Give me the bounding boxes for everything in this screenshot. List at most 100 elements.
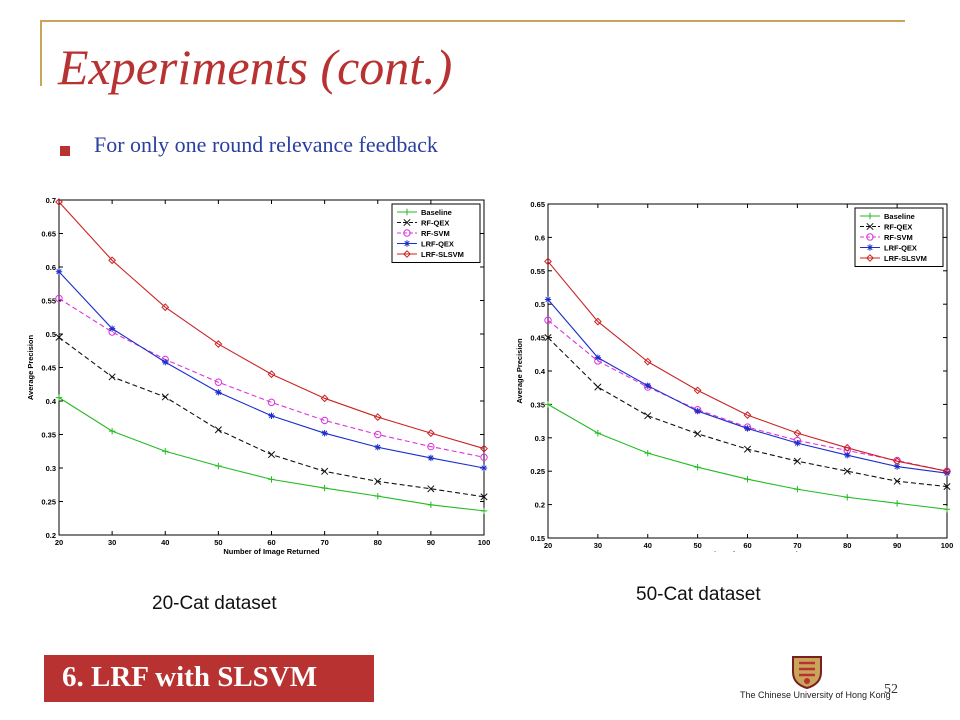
data-point xyxy=(480,444,488,453)
data-point xyxy=(427,454,435,462)
y-tick-label: 0.25 xyxy=(41,498,56,507)
data-point xyxy=(214,426,222,434)
legend-label: LRF-SLSVM xyxy=(421,250,464,259)
data-point xyxy=(693,386,702,395)
series-baseline xyxy=(544,401,951,513)
data-point xyxy=(644,382,651,389)
legend-label: LRF-QEX xyxy=(884,243,917,252)
data-point xyxy=(644,412,652,420)
section-label: 6. LRF with SLSVM xyxy=(62,661,318,693)
y-tick-label: 0.65 xyxy=(530,200,545,209)
data-point xyxy=(108,325,116,332)
data-point xyxy=(943,470,951,477)
y-tick-label: 0.45 xyxy=(530,334,545,343)
data-point xyxy=(268,476,275,483)
y-tick-label: 0.6 xyxy=(535,233,545,242)
legend-label: RF-SVM xyxy=(421,229,450,238)
legend-label: LRF-QEX xyxy=(421,239,454,248)
y-tick-label: 0.65 xyxy=(41,230,56,239)
legend-marker xyxy=(866,233,874,241)
data-point xyxy=(544,334,552,342)
data-point xyxy=(794,486,801,493)
x-axis-label: Number of Images Returned xyxy=(697,550,798,552)
data-point xyxy=(374,430,382,439)
series-lrf-qex xyxy=(544,296,951,477)
y-tick-label: 0.2 xyxy=(46,531,56,540)
data-point xyxy=(55,394,63,401)
data-point xyxy=(55,268,63,275)
x-tick-label: 50 xyxy=(693,541,701,550)
data-point xyxy=(162,358,169,366)
bullet-square-icon xyxy=(60,146,70,156)
legend-marker xyxy=(866,212,874,220)
data-point xyxy=(373,413,382,421)
x-tick-label: 50 xyxy=(214,538,222,547)
legend-label: RF-SVM xyxy=(884,233,913,242)
data-point xyxy=(320,416,329,425)
data-point xyxy=(594,354,602,361)
university-crest-icon xyxy=(792,656,822,690)
data-point xyxy=(743,445,752,453)
data-point xyxy=(844,494,851,501)
data-point xyxy=(214,378,223,386)
series-lrf-slsvm xyxy=(544,257,951,476)
x-tick-label: 20 xyxy=(544,541,552,550)
chart-20cat: 20 30 40 50 60 70 80 90 100 0.2 0.25 0.3 0.35 0.4 0.45… xyxy=(26,196,491,556)
series-rf-svm xyxy=(55,294,488,461)
data-point xyxy=(544,401,552,408)
y-tick-label: 0.15 xyxy=(530,534,545,543)
data-point xyxy=(544,296,552,303)
y-axis-label: Average Precision xyxy=(515,338,524,404)
data-point xyxy=(427,485,435,493)
data-point xyxy=(843,443,852,452)
x-tick-label: 70 xyxy=(793,541,801,550)
page-number: 52 xyxy=(884,682,898,697)
y-tick-label: 0.4 xyxy=(535,367,546,376)
series-line xyxy=(547,261,948,472)
y-tick-label: 0.6 xyxy=(46,263,56,272)
data-point xyxy=(544,316,552,324)
data-point xyxy=(793,457,801,465)
x-tick-label: 70 xyxy=(320,538,328,547)
x-tick-label: 80 xyxy=(843,541,851,550)
bullet-text: For only one round relevance feedback xyxy=(94,132,438,157)
university-name: The Chinese University of Hong Kong xyxy=(740,690,891,700)
data-point xyxy=(480,493,488,501)
frame-top-rule xyxy=(40,20,905,22)
legend-marker xyxy=(403,218,411,227)
x-tick-label: 20 xyxy=(55,538,63,547)
legend-label: RF-QEX xyxy=(421,218,449,227)
data-point xyxy=(321,429,328,437)
series-line xyxy=(58,298,485,458)
y-axis-label: Average Precision xyxy=(26,334,35,400)
data-point xyxy=(893,463,901,470)
data-point xyxy=(108,373,116,381)
data-point xyxy=(215,462,222,470)
data-point xyxy=(594,429,602,437)
data-point xyxy=(55,198,63,206)
data-point xyxy=(844,451,851,459)
legend-label: Baseline xyxy=(884,212,915,221)
y-tick-label: 0.25 xyxy=(530,467,545,476)
data-point xyxy=(267,451,276,459)
x-tick-label: 100 xyxy=(478,538,491,547)
chart-50cat: 20 30 40 50 60 70 80 90 100 0.15 0.2 0.25 0.3 0.35 0.4… xyxy=(515,200,953,552)
data-point xyxy=(374,477,382,485)
data-point xyxy=(161,303,170,312)
data-point xyxy=(694,407,701,415)
data-point xyxy=(594,383,602,391)
y-tick-label: 0.2 xyxy=(535,501,545,510)
data-point xyxy=(794,439,801,447)
data-point xyxy=(694,430,702,438)
y-tick-label: 0.5 xyxy=(535,300,545,309)
data-point xyxy=(544,257,552,266)
data-point xyxy=(893,477,901,485)
x-axis-label: Number of Image Returned xyxy=(223,547,320,556)
y-tick-label: 0.5 xyxy=(46,330,56,339)
data-point xyxy=(162,448,169,455)
data-point xyxy=(893,500,901,507)
data-point xyxy=(320,394,329,403)
data-point xyxy=(943,506,951,513)
data-point xyxy=(744,476,751,483)
